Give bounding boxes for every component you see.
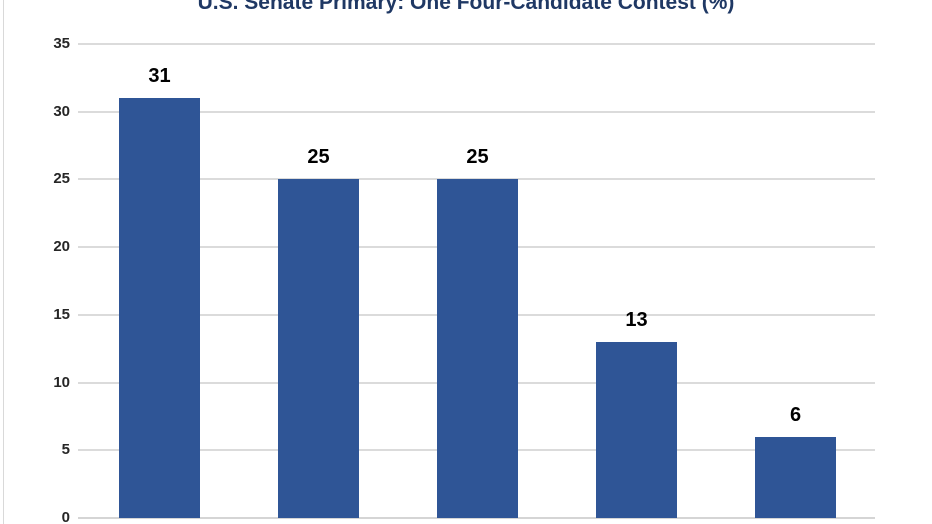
bar [437, 179, 518, 518]
x-axis-line [78, 517, 875, 519]
bar-data-label: 25 [307, 146, 330, 169]
bar-data-label: 25 [466, 146, 489, 169]
bar [119, 98, 200, 518]
bar-data-label: 6 [789, 403, 802, 426]
y-axis-tick-label: 5 [61, 441, 70, 459]
chart-area-left-border [3, 0, 4, 524]
y-axis-tick-label: 15 [53, 305, 70, 323]
gridline [78, 110, 875, 113]
y-axis-tick-label: 30 [53, 102, 70, 120]
bar [278, 179, 359, 518]
chart-title: U.S. Senate Primary: One Four-Candidate … [197, 0, 735, 14]
bar [596, 341, 677, 518]
y-axis-tick-label: 35 [53, 35, 70, 52]
y-axis-tick-label: 10 [53, 373, 70, 391]
bar-data-label: 13 [625, 308, 648, 331]
gridline [78, 43, 875, 45]
y-axis-tick-label: 0 [61, 509, 70, 524]
bar-data-label: 31 [148, 65, 171, 88]
bar [755, 436, 836, 518]
y-axis-tick-label: 20 [53, 238, 70, 256]
y-axis-tick-label: 25 [53, 170, 70, 188]
